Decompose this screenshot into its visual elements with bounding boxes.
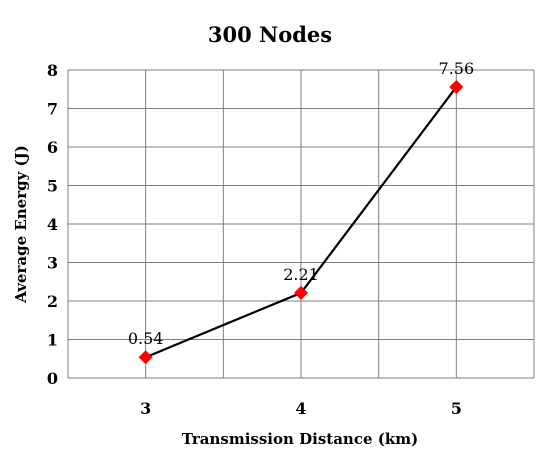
x-tick-label: 3 — [140, 399, 151, 418]
data-label: 0.54 — [128, 329, 164, 348]
y-tick-label: 7 — [47, 100, 58, 119]
x-axis-label: Transmission Distance (km) — [182, 430, 418, 448]
x-axis-ticks: 3 4 5 — [140, 399, 462, 418]
y-tick-label: 1 — [47, 331, 58, 350]
y-axis-ticks: 0 1 2 3 4 5 6 7 8 — [47, 61, 58, 388]
data-point-marker — [138, 350, 153, 365]
data-point-marker — [294, 285, 308, 300]
y-tick-label: 0 — [47, 369, 58, 388]
data-label: 2.21 — [283, 265, 319, 284]
y-tick-label: 2 — [47, 292, 58, 311]
y-tick-label: 6 — [47, 138, 58, 157]
y-tick-label: 4 — [47, 215, 58, 234]
chart-title: 300 Nodes — [208, 22, 332, 47]
plot-area — [67, 69, 535, 379]
data-label: 7.56 — [439, 59, 475, 78]
y-tick-label: 8 — [47, 61, 58, 80]
x-tick-label: 5 — [451, 399, 462, 418]
y-axis-label: Average Energy (J) — [12, 145, 30, 304]
data-point-marker — [449, 79, 464, 94]
data-series: 0.54 2.21 7.56 — [128, 59, 475, 365]
x-tick-label: 4 — [295, 399, 306, 418]
gridlines — [67, 69, 535, 379]
y-tick-label: 5 — [47, 177, 58, 196]
y-tick-label: 3 — [47, 254, 58, 273]
